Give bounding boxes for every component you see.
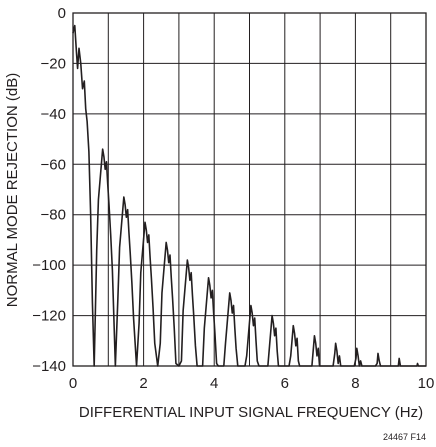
- y-tick-label: −140: [32, 358, 66, 375]
- x-tick-label: 0: [69, 375, 77, 392]
- plot-frame: [72, 12, 427, 367]
- y-tick-label: −120: [32, 308, 66, 325]
- y-tick-label: −40: [41, 106, 66, 123]
- x-tick-label: 2: [139, 375, 147, 392]
- y-tick-label: 0: [58, 5, 66, 22]
- x-axis-label: DIFFERENTIAL INPUT SIGNAL FREQUENCY (Hz): [79, 404, 423, 421]
- x-tick-label: 10: [418, 375, 435, 392]
- x-tick-labels: 0 2 4 6 8 10: [69, 375, 435, 392]
- y-tick-label: −80: [41, 207, 66, 224]
- plot-border: [72, 12, 427, 367]
- x-tick-label: 8: [351, 375, 359, 392]
- y-tick-labels: 0 −20 −40 −60 −80 −100 −120 −140: [32, 5, 66, 375]
- grid: [73, 13, 426, 366]
- y-tick-label: −20: [41, 55, 66, 72]
- y-tick-label: −60: [41, 156, 66, 173]
- figure-id: 24467 F14: [383, 432, 426, 442]
- x-tick-label: 6: [281, 375, 289, 392]
- x-tick-label: 4: [210, 375, 218, 392]
- y-axis-label: NORMAL MODE REJECTION (dB): [4, 73, 21, 307]
- y-tick-label: −100: [32, 257, 66, 274]
